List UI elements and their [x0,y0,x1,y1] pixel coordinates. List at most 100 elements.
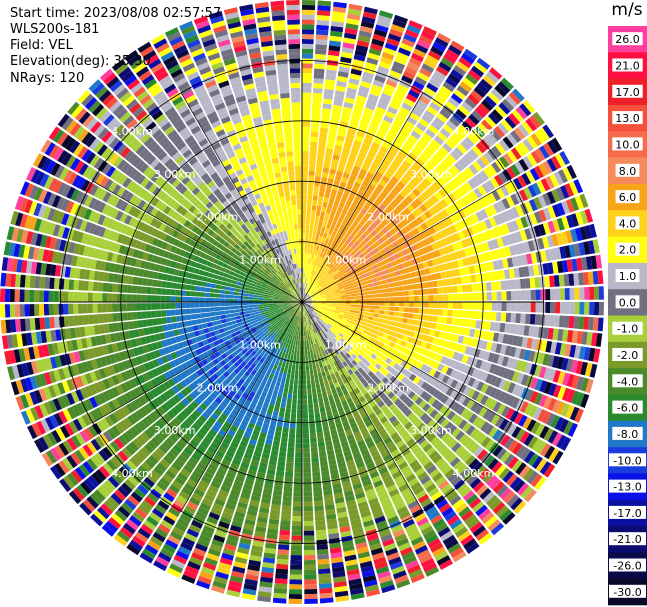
velocity-gate [251,369,257,376]
velocity-gate [314,220,319,226]
velocity-gate [261,452,270,460]
velocity-gate [339,436,348,443]
velocity-gate [473,329,480,339]
velocity-gate [273,588,287,594]
velocity-gate [488,216,497,228]
velocity-gate [330,296,336,299]
velocity-gate [319,257,324,263]
velocity-gate [468,148,479,160]
velocity-gate [304,569,317,575]
velocity-gate [386,346,394,353]
velocity-gate [461,101,474,113]
velocity-gate [260,380,267,387]
velocity-gate [365,188,373,196]
velocity-gate [110,456,121,469]
velocity-gate [411,236,419,244]
velocity-gate [403,207,412,216]
velocity-gate [425,342,432,350]
velocity-gate [218,393,226,401]
velocity-gate [446,377,454,387]
velocity-gate [471,368,480,378]
velocity-gate [179,513,192,524]
velocity-gate [332,367,338,373]
velocity-gate [473,61,488,74]
velocity-gate [535,339,543,351]
velocity-gate [363,222,370,230]
velocity-gate [296,423,302,429]
velocity-gate [556,356,564,370]
velocity-gate [464,266,471,275]
velocity-gate [472,302,478,310]
velocity-gate [286,403,292,409]
velocity-gate [316,367,321,374]
velocity-gate [396,322,403,328]
velocity-gate [439,405,448,415]
velocity-gate [227,354,234,361]
velocity-gate [306,214,311,220]
velocity-gate [251,344,258,351]
velocity-gate [458,448,469,460]
velocity-gate [401,551,415,561]
velocity-gate [327,138,336,145]
velocity-gate [519,189,529,202]
velocity-gate [232,385,239,393]
velocity-gate [325,294,331,297]
velocity-gate [332,315,338,320]
velocity-gate [429,157,439,167]
velocity-gate [176,382,184,391]
velocity-gate [418,95,431,105]
velocity-gate [321,305,327,307]
velocity-gate [438,461,449,472]
velocity-gate [430,120,442,131]
velocity-gate [221,458,231,467]
velocity-gate [322,361,327,367]
velocity-gate [324,290,330,294]
velocity-gate [309,156,317,162]
velocity-gate [365,62,377,70]
velocity-gate [176,413,185,423]
velocity-gate [384,196,393,204]
velocity-gate [408,331,415,338]
velocity-gate [377,15,392,24]
velocity-gate [567,422,578,437]
velocity-gate [290,555,302,561]
velocity-gate [436,555,451,566]
velocity-gate [336,206,343,213]
velocity-gate [550,414,561,429]
velocity-gate [408,134,419,144]
velocity-gate [384,388,392,396]
velocity-gate [205,387,213,395]
velocity-gate [350,202,358,209]
velocity-gate [271,445,280,452]
velocity-gate [385,399,394,408]
velocity-gate [306,379,311,385]
velocity-gate [297,404,302,410]
velocity-gate [202,436,212,445]
velocity-gate [534,130,546,144]
velocity-gate [540,289,546,301]
velocity-gate [336,327,342,333]
velocity-gate [339,345,345,351]
velocity-gate [398,291,405,297]
velocity-gate [418,154,428,164]
velocity-gate [177,546,192,556]
velocity-gate [129,426,140,437]
velocity-gate [79,502,92,516]
velocity-gate [302,360,306,366]
velocity-gate [423,429,433,439]
velocity-gate [501,119,513,132]
velocity-gate [197,462,207,471]
velocity-gate [280,367,285,373]
velocity-gate [318,336,322,342]
velocity-gate [343,326,349,331]
velocity-gate [294,325,297,331]
velocity-gate [345,163,354,170]
velocity-gate [231,458,241,466]
velocity-gate [397,251,404,258]
velocity-gate [308,354,312,361]
velocity-gate [134,531,149,543]
velocity-gate [506,150,518,163]
velocity-gate [311,329,315,335]
velocity-gate [265,343,271,350]
velocity-gate [382,264,389,270]
